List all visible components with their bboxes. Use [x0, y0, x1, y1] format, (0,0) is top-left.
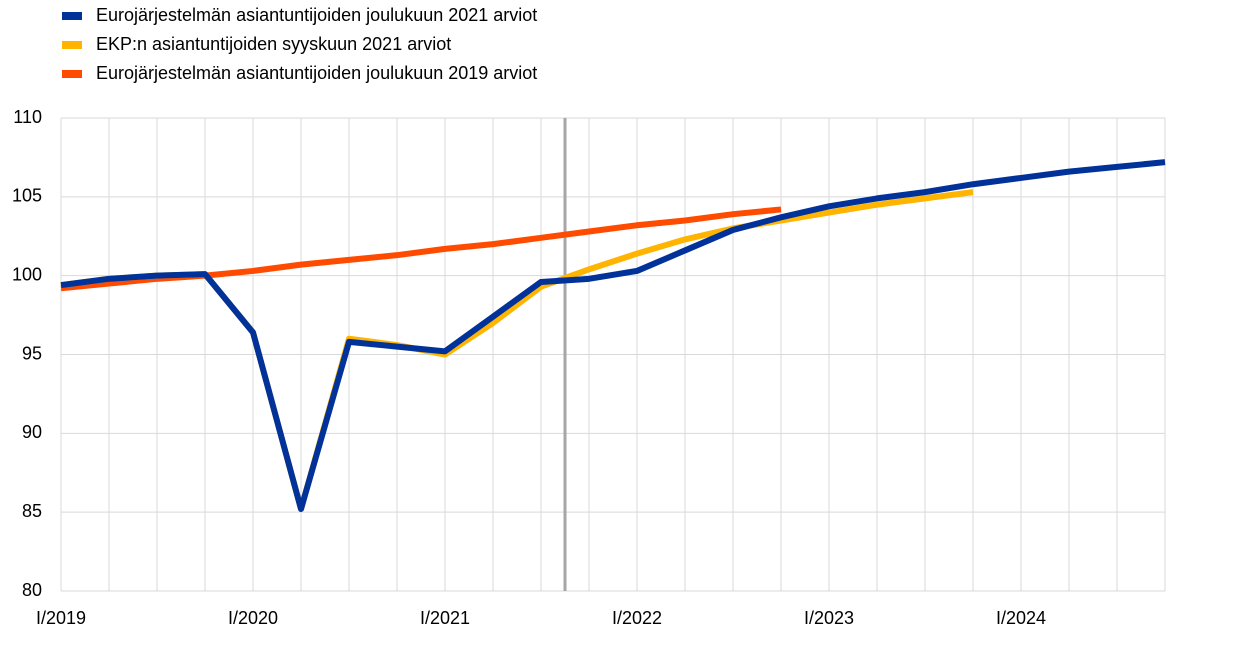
legend-label: Eurojärjestelmän asiantuntijoiden jouluk…: [96, 5, 537, 25]
x-tick-label: I/2019: [36, 608, 86, 628]
y-tick-label: 95: [22, 343, 42, 363]
y-tick-label: 90: [22, 422, 42, 442]
y-tick-label: 110: [13, 107, 42, 127]
x-tick-label: I/2023: [804, 608, 854, 628]
y-tick-label: 105: [12, 186, 42, 206]
y-tick-label: 85: [22, 501, 42, 521]
legend-label: EKP:n asiantuntijoiden syyskuun 2021 arv…: [96, 34, 451, 54]
legend-label: Eurojärjestelmän asiantuntijoiden jouluk…: [96, 63, 537, 83]
x-tick-label: I/2022: [612, 608, 662, 628]
y-tick-label: 80: [22, 580, 42, 600]
y-tick-label: 100: [12, 264, 42, 284]
x-tick-label: I/2024: [996, 608, 1046, 628]
legend-swatch: [62, 41, 82, 49]
x-tick-label: I/2021: [420, 608, 470, 628]
series-line: [60, 159, 1166, 513]
x-tick-label: I/2020: [228, 608, 278, 628]
legend-swatch: [62, 12, 82, 20]
legend-swatch: [62, 70, 82, 78]
